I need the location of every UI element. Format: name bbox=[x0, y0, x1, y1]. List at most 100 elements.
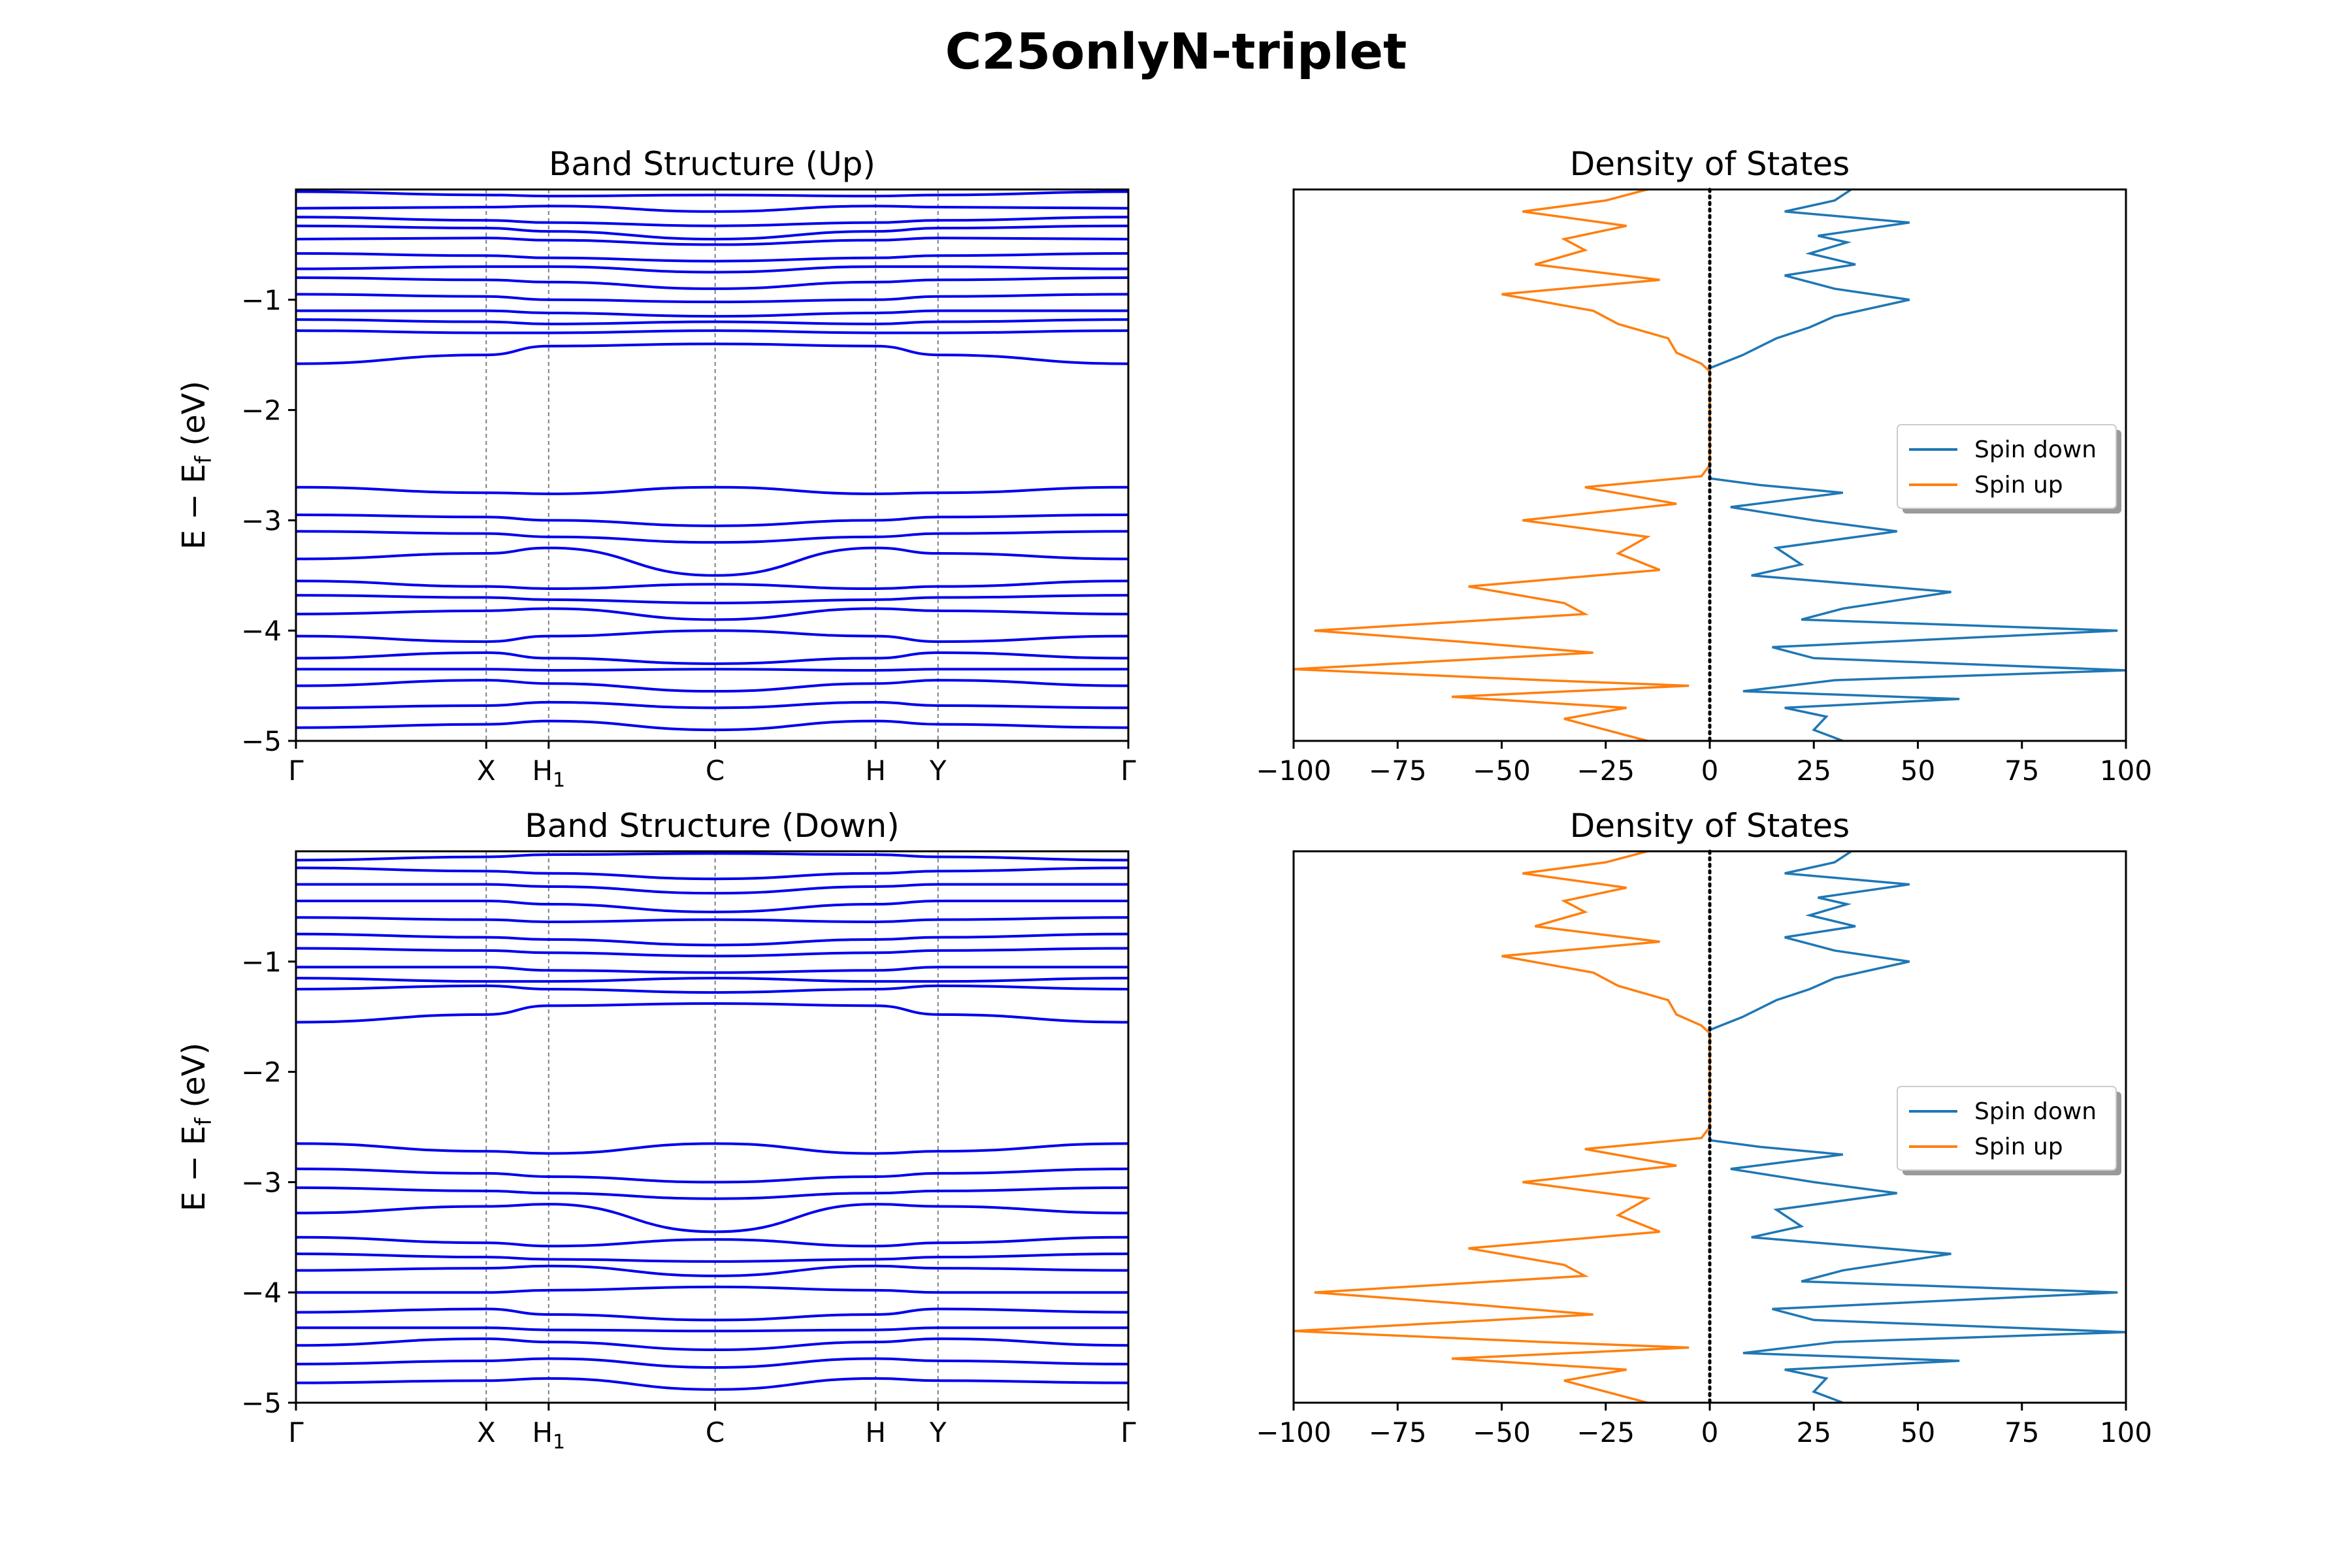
panel-title: Band Structure (Up) bbox=[549, 145, 875, 183]
band-line bbox=[296, 1264, 1128, 1277]
band-line bbox=[296, 668, 1128, 672]
band-line bbox=[296, 866, 1128, 881]
band-line bbox=[296, 293, 1128, 304]
x-tick-label: −100 bbox=[1256, 1416, 1331, 1448]
x-tick-label: −100 bbox=[1256, 755, 1331, 787]
x-tick-label: 75 bbox=[2004, 755, 2039, 787]
band-line bbox=[296, 1142, 1128, 1155]
legend-label: Spin up bbox=[1974, 472, 2063, 498]
band-line bbox=[296, 984, 1128, 994]
band-line bbox=[296, 546, 1128, 577]
band-line bbox=[296, 276, 1128, 290]
band-line bbox=[296, 916, 1128, 924]
band-line bbox=[296, 947, 1128, 958]
y-tick-label: −3 bbox=[241, 504, 282, 536]
kpoint-label: H1 bbox=[532, 1416, 565, 1454]
x-tick-label: 50 bbox=[1901, 755, 1935, 787]
y-tick-label: −1 bbox=[241, 946, 282, 978]
kpoint-label: Y bbox=[929, 1416, 947, 1448]
legend-label: Spin down bbox=[1974, 436, 2097, 463]
x-tick-label: 100 bbox=[2100, 1416, 2152, 1448]
legend-label: Spin down bbox=[1974, 1098, 2097, 1125]
legend-box bbox=[1897, 1086, 2117, 1171]
band-line bbox=[296, 1377, 1128, 1391]
x-tick-label: −25 bbox=[1576, 755, 1635, 787]
band-line bbox=[296, 1326, 1128, 1333]
band-line bbox=[296, 594, 1128, 605]
band-line bbox=[296, 1203, 1128, 1233]
axes-frame bbox=[295, 850, 1130, 1404]
x-tick-label: −75 bbox=[1369, 755, 1427, 787]
band-line bbox=[296, 530, 1128, 544]
x-tick-label: −50 bbox=[1473, 1416, 1531, 1448]
x-tick-label: 0 bbox=[1701, 1416, 1719, 1448]
band-line bbox=[296, 580, 1128, 591]
dos-line-spin-up bbox=[1294, 189, 1711, 741]
x-tick-label: −75 bbox=[1369, 1416, 1427, 1448]
band-line bbox=[296, 1186, 1128, 1200]
y-tick-label: −5 bbox=[241, 725, 282, 757]
band-line bbox=[296, 899, 1128, 913]
band-line bbox=[296, 651, 1128, 665]
band-line bbox=[296, 224, 1128, 240]
kpoint-label: H bbox=[865, 1416, 886, 1448]
kpoint-label: Γ bbox=[288, 1416, 304, 1448]
x-tick-label: −25 bbox=[1576, 1416, 1635, 1448]
band-line bbox=[296, 190, 1128, 198]
band-line bbox=[296, 883, 1128, 895]
dos-line-spin-up bbox=[1294, 851, 1711, 1403]
band-line bbox=[296, 329, 1128, 335]
band-line bbox=[296, 1235, 1128, 1248]
kpoint-label: Γ bbox=[288, 755, 304, 787]
band-line bbox=[296, 932, 1128, 947]
y-axis-label: E − Ef (eV) bbox=[176, 381, 217, 549]
y-tick-label: −2 bbox=[241, 395, 282, 427]
band-structure-panel-2: Band Structure (Down)−1−2−3−4−5Γ X H1 C H Y ΓE… bbox=[176, 807, 1136, 1454]
axes-frame bbox=[295, 188, 1130, 742]
dos-line-spin-down bbox=[1708, 189, 2126, 741]
kpoint-label: Γ bbox=[1120, 1416, 1136, 1448]
band-line bbox=[296, 265, 1128, 274]
band-line bbox=[296, 1357, 1128, 1369]
band-line bbox=[296, 700, 1128, 710]
x-tick-label: 25 bbox=[1797, 755, 1831, 787]
band-structure-panel-0: Band Structure (Up)−1−2−3−4−5Γ X H1 C H Y ΓE −… bbox=[176, 145, 1136, 792]
x-tick-label: 100 bbox=[2100, 755, 2152, 787]
kpoint-label: X bbox=[477, 755, 496, 787]
x-tick-label: 75 bbox=[2004, 1416, 2039, 1448]
figure-title: C25onlyN-triplet bbox=[945, 22, 1407, 80]
band-line bbox=[296, 513, 1128, 527]
kpoint-label: H bbox=[865, 755, 886, 787]
band-line bbox=[296, 1252, 1128, 1263]
y-tick-label: −4 bbox=[241, 615, 282, 647]
band-line bbox=[296, 629, 1128, 644]
band-line bbox=[296, 1002, 1128, 1024]
y-axis-label: E − Ef (eV) bbox=[176, 1043, 217, 1211]
panel-title: Density of States bbox=[1570, 807, 1850, 845]
dos-panel-3: Density of States −100 −75 −50 −25 0 25 50 75 100… bbox=[1256, 807, 2152, 1448]
legend-box bbox=[1897, 424, 2117, 509]
panel-title: Band Structure (Down) bbox=[525, 807, 899, 845]
y-tick-label: −1 bbox=[241, 284, 282, 316]
band-line bbox=[296, 485, 1128, 495]
kpoint-label: C bbox=[706, 755, 725, 787]
kpoint-label: X bbox=[477, 1416, 496, 1448]
dos-panel-1: Density of States −100 −75 −50 −25 0 25 50 75 100… bbox=[1256, 145, 2152, 787]
band-line bbox=[296, 237, 1128, 246]
y-tick-label: −3 bbox=[241, 1166, 282, 1198]
band-line bbox=[296, 252, 1128, 263]
band-line bbox=[296, 342, 1128, 365]
kpoint-label: H1 bbox=[532, 755, 565, 792]
band-line bbox=[296, 1168, 1128, 1184]
y-tick-label: −4 bbox=[241, 1277, 282, 1309]
x-tick-label: 50 bbox=[1901, 1416, 1935, 1448]
panel-title: Density of States bbox=[1570, 145, 1850, 183]
kpoint-label: Y bbox=[929, 755, 947, 787]
dos-line-spin-down bbox=[1708, 851, 2126, 1403]
legend-label: Spin up bbox=[1974, 1134, 2063, 1160]
band-line bbox=[296, 1307, 1128, 1322]
band-line bbox=[296, 607, 1128, 621]
band-line bbox=[296, 1285, 1128, 1294]
band-line bbox=[296, 318, 1128, 325]
